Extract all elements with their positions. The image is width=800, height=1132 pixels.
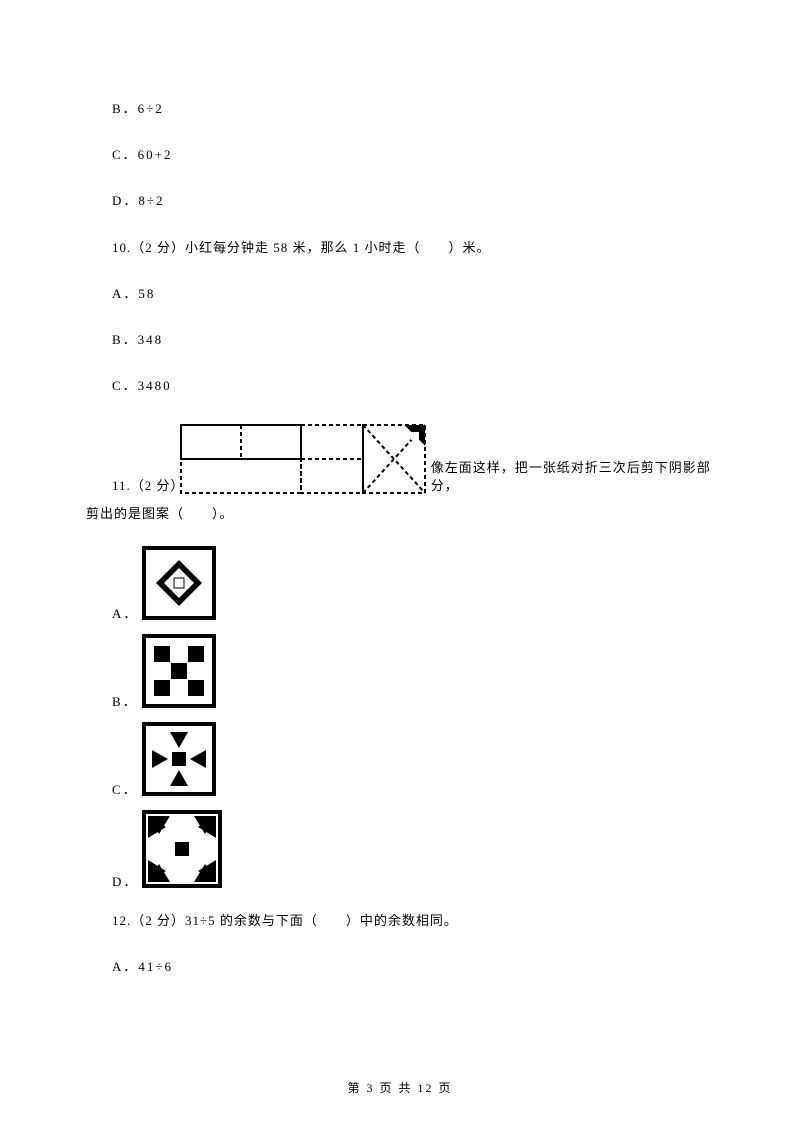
q11-option-a: A．: [86, 544, 714, 622]
q11-stem-line2: 剪出的是图案（ ）。: [86, 505, 714, 523]
q9-option-d: D．8÷2: [86, 192, 714, 210]
q12-option-a: A．41÷6: [86, 958, 714, 976]
fold-diagram-icon: [179, 423, 427, 495]
q11-option-b: B．: [86, 632, 714, 710]
q12-stem: 12.（2 分）31÷5 的余数与下面（ ）中的余数相同。: [86, 912, 714, 930]
q11-stem-line1: 11.（2 分） 像左面这样，把一张纸对折三次后剪下阴影部分，: [86, 423, 714, 495]
q10-option-a: A．58: [86, 285, 714, 303]
q10-option-b: B．348: [86, 331, 714, 349]
q9-option-c: C．60+2: [86, 146, 714, 164]
pattern-b-icon: [140, 632, 218, 710]
q11-option-d: D．: [86, 808, 714, 890]
pattern-d-icon: [140, 808, 224, 890]
q10-option-c: C．3480: [86, 377, 714, 395]
q11-after-img: 像左面这样，把一张纸对折三次后剪下阴影部分，: [431, 459, 714, 495]
q9-option-b: B．6÷2: [86, 100, 714, 118]
pattern-a-icon: [140, 544, 218, 622]
page-footer: 第 3 页 共 12 页: [0, 1079, 800, 1096]
pattern-c-icon: [140, 720, 218, 798]
q11-prefix: 11.（2 分）: [112, 477, 179, 495]
q10-stem: 10.（2 分）小红每分钟走 58 米，那么 1 小时走（ ）米。: [86, 239, 714, 257]
q11-option-c: C．: [86, 720, 714, 798]
